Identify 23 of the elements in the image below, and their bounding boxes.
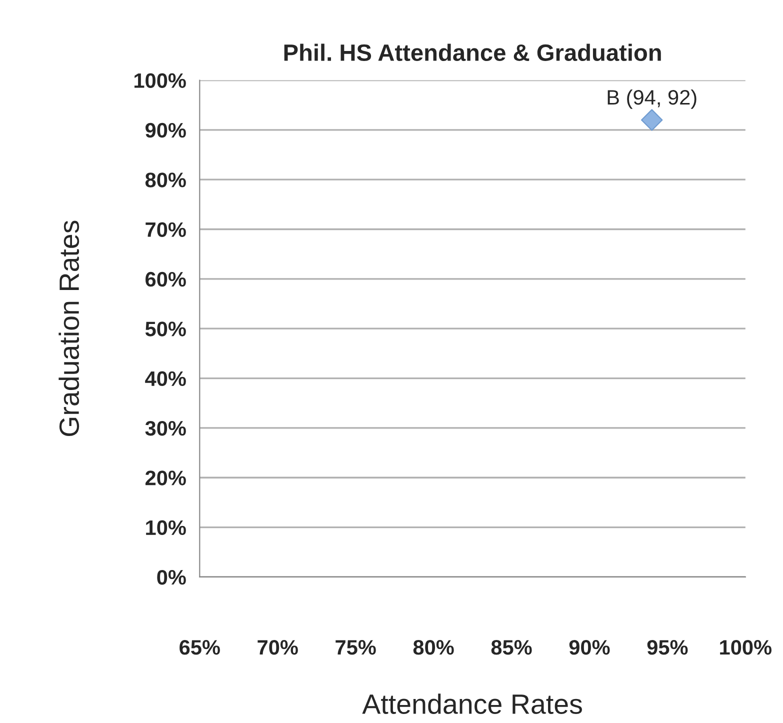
x-tick-label: 65% [180,640,220,655]
y-tick-label: 90% [145,122,186,138]
y-tick-label: 0% [157,570,186,585]
y-tick-label: 10% [146,520,186,536]
x-tick-label: 90% [569,640,610,655]
y-tick-label: 70% [146,222,186,238]
x-tick-label: 100% [720,640,772,655]
annotation: B (94, 92) [608,89,696,109]
y-tick-label: 40% [145,371,186,386]
y-tick-label: 30% [145,420,186,436]
y-tick-label: 20% [145,470,186,486]
x-tick-label: 80% [413,640,454,655]
x-tick-label: 70% [258,640,298,655]
x-axis-title: Attendance Rates [362,694,582,714]
y-tick-label: 100% [134,73,186,88]
y-axis-title: Graduation Rates [58,220,80,436]
y-tick-label: 50% [145,322,186,336]
x-tick-label: 85% [491,640,532,655]
y-tick-label: 60% [146,272,186,287]
x-tick-label: 75% [336,640,376,655]
chart-title: Phil. HS Attendance & Graduation [284,44,661,62]
y-tick-label: 80% [145,172,186,188]
x-tick-label: 95% [647,640,688,655]
